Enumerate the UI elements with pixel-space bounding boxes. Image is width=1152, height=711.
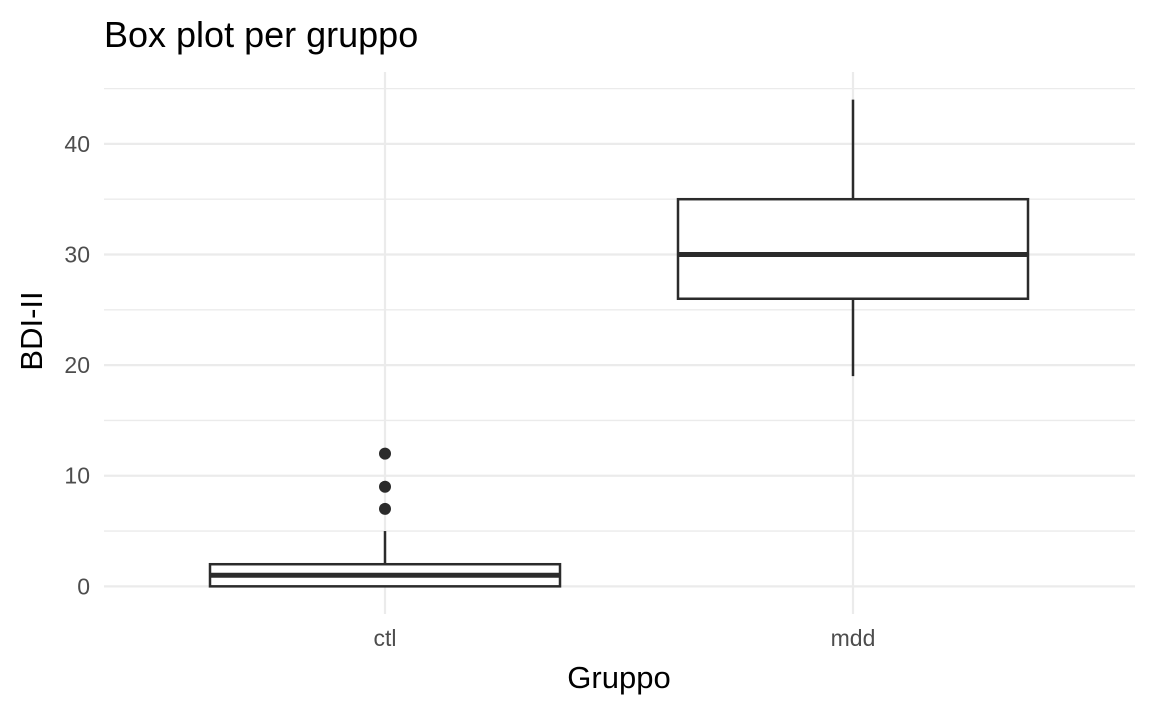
box-ctl (208, 447, 562, 588)
y-tick-label-40: 40 (64, 131, 90, 157)
x-tick-label-mdd: mdd (831, 625, 876, 651)
y-tick-label-20: 20 (64, 352, 90, 378)
box-mdd (676, 99, 1030, 377)
y-tick-label-30: 30 (64, 242, 90, 268)
outlier-point-ctl-7 (379, 502, 391, 515)
box-iqr-mdd (676, 197, 1030, 301)
x-tick-labels: ctl mdd (374, 625, 876, 651)
y-tick-label-10: 10 (64, 463, 90, 489)
x-axis-label: Gruppo (567, 660, 670, 695)
outlier-point-ctl-9 (379, 480, 391, 493)
boxes-layer (208, 99, 1030, 588)
x-tick-label-ctl: ctl (374, 625, 397, 651)
y-tick-label-0: 0 (77, 573, 90, 599)
y-tick-labels: 0 10 20 30 40 (64, 131, 90, 599)
y-axis-label: BDI-II (14, 291, 49, 370)
outlier-point-ctl-12 (379, 447, 391, 460)
chart-title: Box plot per gruppo (104, 14, 418, 55)
